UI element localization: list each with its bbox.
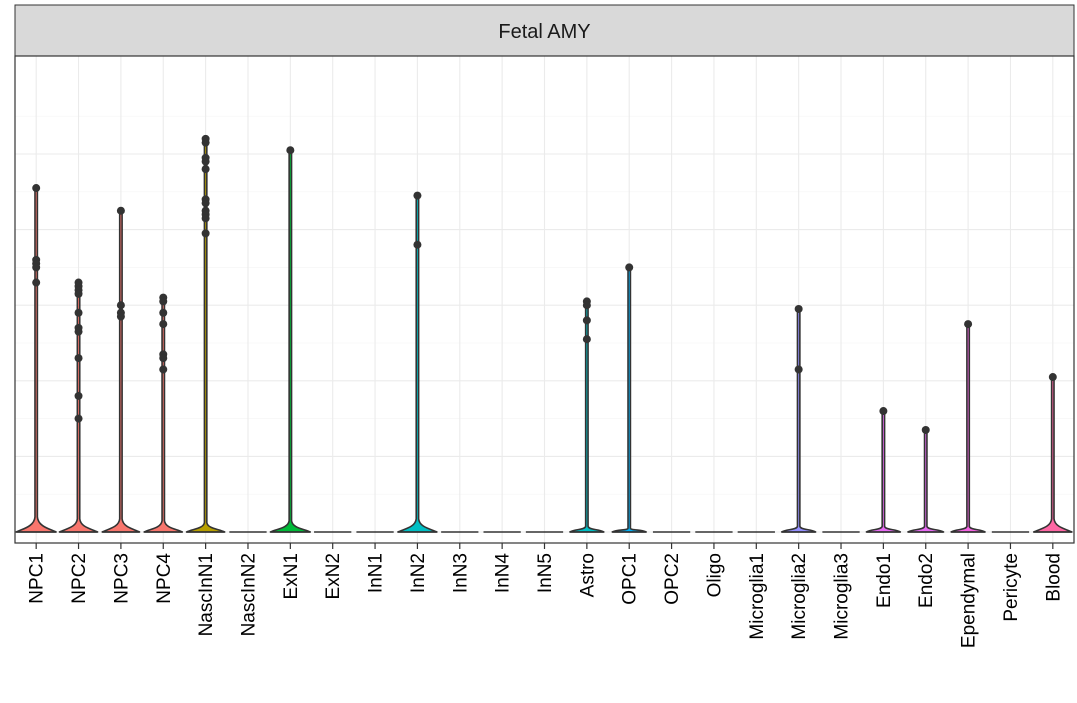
x-tick-label-opc1: OPC1 (620, 553, 641, 605)
outlier-point-npc2 (74, 414, 83, 423)
outlier-point-nascinn1 (201, 138, 210, 147)
violin-npc2 (58, 278, 99, 533)
outlier-point-npc3 (116, 301, 125, 310)
outlier-point-astro (582, 335, 591, 344)
violin-npc4 (143, 293, 184, 533)
outlier-point-nascinn1 (201, 165, 210, 174)
x-tick-label-inn5: InN5 (535, 553, 556, 593)
outlier-point-npc2 (74, 289, 83, 298)
x-tick-label-inn2: InN2 (408, 553, 429, 593)
outlier-point-npc3 (116, 312, 125, 321)
x-tick-label-nascinn1: NascInN1 (196, 553, 217, 636)
outlier-point-blood (1048, 373, 1057, 382)
x-tick-label-exn2: ExN2 (323, 553, 344, 599)
x-tick-label-inn3: InN3 (450, 553, 471, 593)
outlier-point-npc4 (159, 365, 168, 374)
outlier-point-exn1 (286, 146, 295, 155)
x-tick-label-oligo: Oligo (704, 553, 725, 597)
outlier-point-astro (582, 316, 591, 325)
outlier-point-npc2 (74, 391, 83, 400)
x-tick-label-inn4: InN4 (493, 553, 514, 594)
violin-microglia2 (780, 304, 817, 533)
x-axis-ticks (35, 543, 1054, 549)
x-tick-label-microglia1: Microglia1 (747, 553, 768, 640)
x-tick-label-microglia3: Microglia3 (832, 553, 853, 640)
violin-npc1 (15, 184, 57, 533)
outlier-point-npc2 (74, 327, 83, 336)
outlier-point-endo2 (921, 425, 930, 434)
x-tick-label-ependymal: Ependymal (959, 553, 980, 648)
violin-endo2 (907, 425, 945, 533)
outlier-point-microglia2 (794, 304, 803, 313)
outlier-point-npc4 (159, 354, 168, 363)
outlier-point-microglia2 (794, 365, 803, 374)
violin-exn1 (269, 146, 312, 533)
outlier-point-opc1 (625, 263, 634, 272)
outlier-point-nascinn1 (201, 229, 210, 238)
outlier-point-npc2 (74, 354, 83, 363)
outlier-point-astro (582, 301, 591, 310)
x-tick-label-inn1: InN1 (366, 553, 387, 593)
outlier-point-nascinn1 (201, 199, 210, 208)
violin-nascinn1 (185, 134, 226, 533)
outlier-point-nascinn1 (201, 214, 210, 223)
outlier-point-npc1 (32, 184, 41, 193)
outlier-point-inn2 (413, 240, 422, 249)
x-tick-label-blood: Blood (1043, 553, 1064, 602)
x-tick-label-npc2: NPC2 (69, 553, 90, 604)
x-tick-label-npc4: NPC4 (154, 553, 175, 604)
x-tick-label-exn1: ExN1 (281, 553, 302, 599)
violin-shape-inn2 (397, 194, 438, 533)
outlier-point-nascinn1 (201, 157, 210, 166)
violin-astro (569, 297, 605, 533)
violin-marks (15, 134, 1073, 533)
outlier-point-npc3 (116, 206, 125, 215)
x-tick-label-nascinn2: NascInN2 (238, 553, 259, 636)
x-tick-label-opc2: OPC2 (662, 553, 683, 605)
outlier-point-ependymal (964, 320, 973, 329)
violin-opc1 (611, 263, 647, 533)
outlier-point-npc1 (32, 263, 41, 272)
x-tick-label-endo1: Endo1 (874, 553, 895, 608)
violin-inn2 (397, 191, 438, 533)
x-tick-label-pericyte: Pericyte (1001, 553, 1022, 622)
x-axis-labels: NPC1 NPC2 NPC3 NPC4 NascInN1 NascInN2 ExN1 ExN2… (27, 553, 1065, 648)
outlier-point-npc4 (159, 297, 168, 306)
x-tick-label-npc3: NPC3 (111, 553, 132, 604)
x-tick-label-microglia2: Microglia2 (789, 553, 810, 640)
outlier-point-npc4 (159, 308, 168, 317)
outlier-point-endo1 (879, 407, 888, 416)
outlier-point-npc2 (74, 308, 83, 317)
violin-npc3 (101, 206, 141, 533)
violin-blood (1032, 373, 1073, 533)
violin-ependymal (950, 320, 986, 533)
outlier-point-npc1 (32, 278, 41, 287)
x-tick-label-astro: Astro (577, 553, 598, 597)
outlier-point-inn2 (413, 191, 422, 200)
strip-background (14, 4, 1075, 57)
x-tick-label-npc1: NPC1 (27, 553, 48, 604)
x-tick-label-endo2: Endo2 (916, 553, 937, 608)
outlier-point-npc4 (159, 320, 168, 329)
facet-strip-label: Fetal AMY (498, 21, 590, 43)
violin-endo1 (865, 407, 902, 533)
